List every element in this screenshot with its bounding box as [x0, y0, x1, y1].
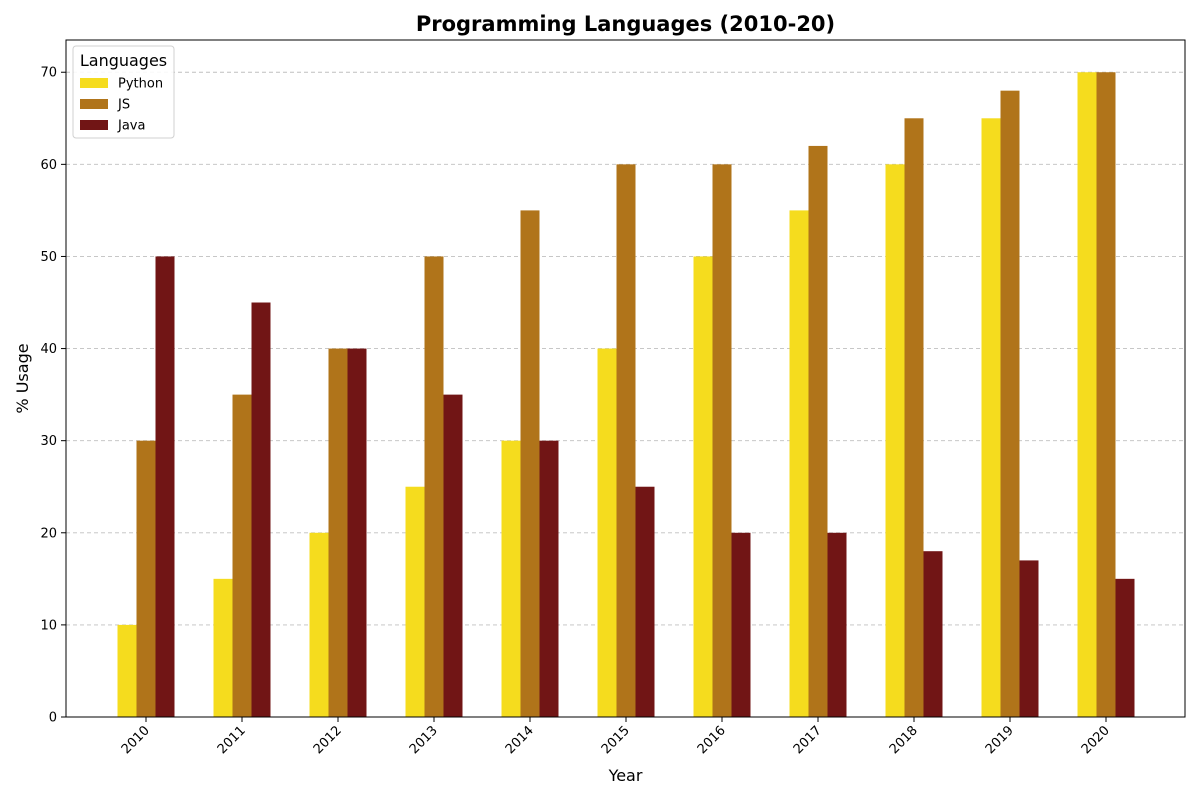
y-tick-label: 50	[40, 250, 57, 265]
x-tick-label: 2014	[503, 723, 537, 757]
bar-python-2015	[597, 348, 617, 717]
bar-java-2010	[155, 256, 175, 717]
bar-js-2017	[808, 145, 828, 717]
y-tick-label: 40	[40, 342, 57, 357]
bar-java-2018	[923, 551, 943, 717]
bar-js-2014	[520, 210, 540, 717]
bar-js-2015	[616, 164, 636, 718]
bar-java-2015	[635, 486, 655, 717]
bar-group-2017	[789, 145, 847, 717]
bar-java-2016	[731, 532, 751, 717]
legend-swatch	[80, 120, 108, 130]
legend-item-python: Python	[80, 77, 163, 92]
bar-group-2014	[501, 210, 559, 717]
bar-group-2016	[693, 164, 751, 718]
x-tick-label: 2013	[407, 723, 441, 757]
bar-groups	[117, 72, 1135, 718]
chart-title: Programming Languages (2010-20)	[416, 12, 835, 36]
y-tick-label: 70	[40, 66, 57, 81]
y-tick-label: 30	[40, 434, 57, 449]
bar-group-2013	[405, 256, 463, 717]
bar-js-2013	[424, 256, 444, 717]
bar-python-2010	[117, 624, 137, 717]
bar-python-2017	[789, 210, 809, 717]
legend-item-java: Java	[80, 119, 145, 134]
legend-label: Java	[117, 119, 145, 134]
bar-java-2017	[827, 532, 847, 717]
y-axis-ticks: 0 10 20 30 40 50 60 70	[40, 66, 66, 726]
legend-swatch	[80, 78, 108, 88]
x-tick-label: 2011	[215, 723, 249, 757]
bar-java-2013	[443, 394, 463, 717]
bar-python-2016	[693, 256, 713, 717]
x-tick-label: 2018	[887, 723, 921, 757]
bar-group-2011	[213, 302, 271, 717]
x-tick-label: 2010	[119, 723, 153, 757]
bar-js-2019	[1000, 90, 1020, 718]
x-tick-label: 2015	[599, 723, 633, 757]
y-tick-label: 60	[40, 158, 57, 173]
legend-item-js: JS	[80, 98, 130, 113]
bar-js-2011	[232, 394, 252, 717]
bar-js-2016	[712, 164, 732, 718]
bar-js-2010	[136, 440, 156, 717]
y-tick-label: 0	[49, 711, 57, 726]
y-tick-label: 20	[40, 526, 57, 541]
bar-java-2011	[251, 302, 271, 717]
bar-group-2010	[117, 256, 175, 717]
bar-python-2011	[213, 578, 233, 717]
bar-python-2018	[885, 164, 905, 718]
legend-swatch	[80, 99, 108, 109]
bar-python-2012	[309, 532, 329, 717]
x-tick-label: 2016	[695, 723, 729, 757]
x-tick-label: 2012	[311, 723, 345, 757]
legend-label: Python	[118, 77, 163, 92]
x-axis-label: Year	[608, 766, 643, 785]
bar-python-2020	[1077, 72, 1097, 717]
legend-items: Python JS Java	[80, 77, 163, 134]
bar-java-2012	[347, 348, 367, 717]
bar-group-2019	[981, 90, 1039, 718]
bar-js-2018	[904, 118, 924, 717]
x-tick-label: 2019	[983, 723, 1017, 757]
bar-python-2019	[981, 118, 1001, 717]
bar-group-2018	[885, 118, 943, 718]
bar-js-2020	[1096, 72, 1116, 717]
bar-java-2019	[1019, 560, 1039, 717]
bar-group-2012	[309, 348, 367, 717]
legend: Languages Python JS Java	[72, 45, 175, 139]
bar-js-2012	[328, 348, 348, 717]
bar-python-2013	[405, 486, 425, 717]
x-tick-label: 2017	[791, 723, 825, 757]
bar-group-2020	[1077, 72, 1135, 717]
legend-box	[72, 45, 175, 139]
bar-java-2020	[1115, 578, 1135, 717]
x-axis-ticks: 2010 2011 2012 2013 2014 2015 2016 2017 2018 2019…	[119, 717, 1113, 757]
y-tick-label: 10	[40, 618, 57, 633]
legend-label: JS	[117, 98, 130, 113]
bar-python-2014	[501, 440, 521, 717]
x-tick-label: 2020	[1079, 723, 1113, 757]
legend-title: Languages	[80, 51, 167, 70]
bar-java-2014	[539, 440, 559, 717]
y-axis-label: % Usage	[13, 343, 32, 413]
bar-group-2015	[597, 164, 655, 718]
